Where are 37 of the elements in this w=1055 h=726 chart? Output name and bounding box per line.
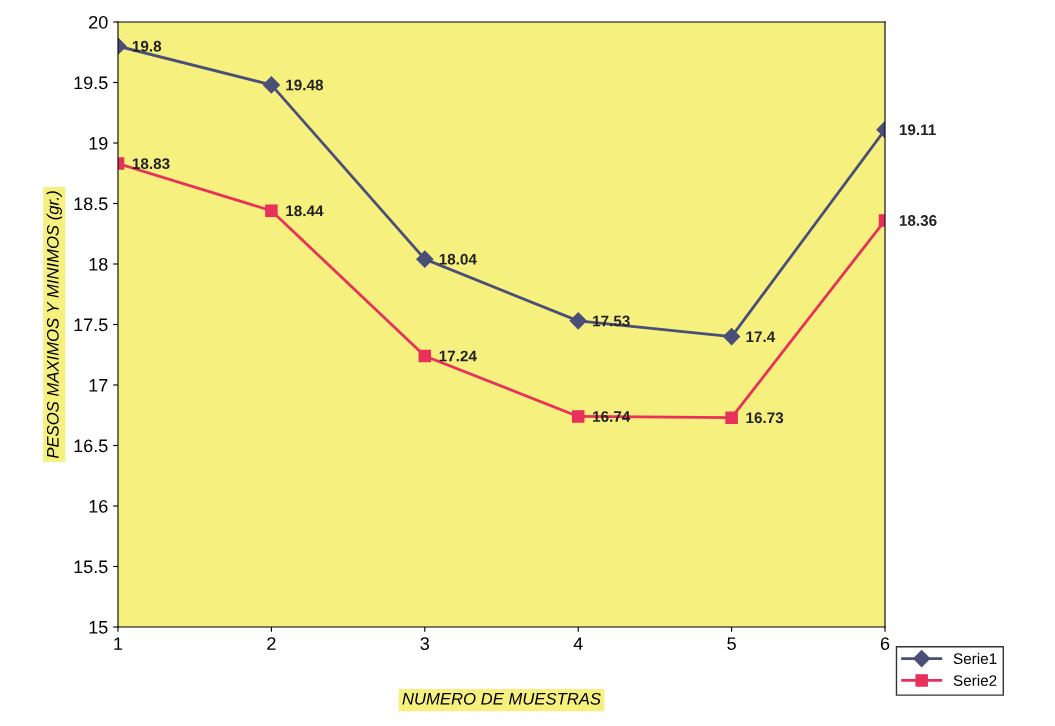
y-tick-label: 17 bbox=[89, 379, 108, 392]
point bbox=[416, 250, 434, 268]
y-axis-title: PESOS MAXIMOS Y MINIMOS (gr.) bbox=[46, 191, 63, 459]
x-tick-label: 2 bbox=[267, 637, 276, 650]
y-tick-label: 17.5 bbox=[74, 318, 108, 332]
data-label: 17.4 bbox=[746, 331, 776, 342]
data-label: 19.48 bbox=[286, 79, 324, 91]
x-axis-title: NUMERO DE MUESTRAS bbox=[402, 692, 601, 705]
y-tick-label: 15.5 bbox=[74, 560, 108, 574]
point bbox=[725, 411, 738, 424]
y-tick-label: 16.5 bbox=[74, 439, 108, 453]
legend-label: Serie1 bbox=[953, 652, 997, 665]
y-tick-label: 20 bbox=[89, 15, 108, 29]
x-tick-label: 3 bbox=[420, 637, 430, 650]
data-label: 19.11 bbox=[899, 124, 936, 136]
point bbox=[418, 349, 432, 363]
y-tick-label: 19 bbox=[89, 136, 108, 150]
y-tick-label: 18 bbox=[89, 257, 108, 271]
y-tick-label: 19.5 bbox=[74, 76, 108, 90]
x-tick-label: 4 bbox=[573, 637, 583, 650]
point bbox=[569, 312, 587, 330]
data-label: 19.8 bbox=[132, 40, 162, 52]
data-label: 16.73 bbox=[746, 412, 784, 424]
point bbox=[571, 410, 585, 423]
y-tick-label: 16 bbox=[89, 499, 108, 513]
x-tick-label: 6 bbox=[880, 637, 890, 650]
data-label: 18.83 bbox=[132, 158, 170, 170]
y-tick-label: 18.5 bbox=[74, 197, 108, 211]
legend-label: Serie2 bbox=[953, 674, 997, 686]
y-tick-label: 15 bbox=[89, 621, 108, 634]
x-tick-label: 1 bbox=[114, 637, 123, 650]
data-label: 17.24 bbox=[439, 350, 477, 362]
x-tick-label: 5 bbox=[727, 637, 736, 650]
point bbox=[265, 204, 278, 218]
data-label: 18.04 bbox=[439, 253, 477, 265]
data-label: 18.44 bbox=[286, 205, 324, 217]
data-label: 18.36 bbox=[899, 215, 937, 226]
